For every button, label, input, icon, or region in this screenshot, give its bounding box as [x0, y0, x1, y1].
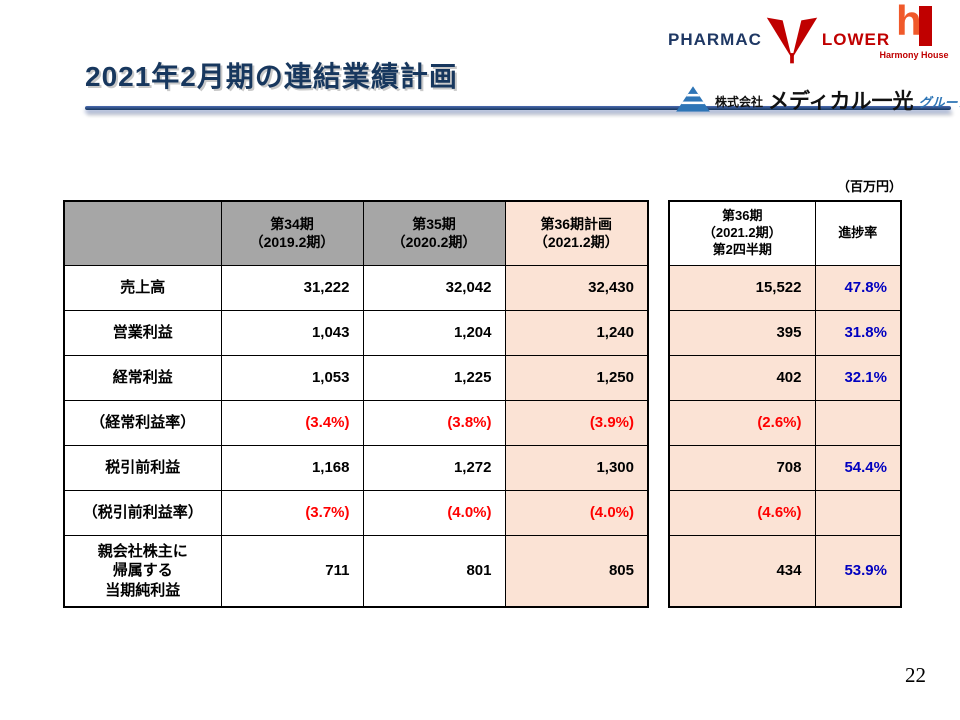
cell-q2-value: (4.6%): [668, 489, 816, 536]
page-number: 22: [905, 663, 926, 687]
cell-progress: 32.1%: [814, 354, 902, 401]
cell-progress: 53.9%: [814, 534, 902, 608]
pharmac-text: PHARMAC: [668, 30, 762, 49]
table-row-pretax-income-ratio: (4.6%): [668, 489, 902, 536]
cell-fy36-plan: (4.0%): [504, 489, 649, 536]
table-row-pretax-income-ratio: （税引前利益率） (3.7%) (4.0%) (4.0%): [63, 489, 649, 536]
col-header-fy36-q2: 第36期 （2021.2期） 第2四半期: [668, 200, 816, 266]
col-header-fy35: 第35期 （2020.2期）: [362, 200, 506, 266]
flower-text: LOWER: [821, 30, 891, 49]
table-row-ordinary-income: 402 32.1%: [668, 354, 902, 401]
medical-ikkou-logo: 株式会社 メディカル一光 グループ: [676, 86, 960, 112]
table-row-ordinary-income: 経常利益 1,053 1,225 1,250: [63, 354, 649, 401]
triangle-icon: [676, 86, 710, 112]
row-label: 営業利益: [63, 309, 222, 356]
cell-q2-value: 708: [668, 444, 816, 491]
cell-fy34: 1,168: [220, 444, 364, 491]
table-row-pretax-income: 税引前利益 1,168 1,272 1,300: [63, 444, 649, 491]
cell-progress: [814, 489, 902, 536]
cell-q2-value: (2.6%): [668, 399, 816, 446]
harmony-house-label: Harmony House: [879, 50, 949, 60]
harmony-house-logo: h Harmony House: [878, 0, 950, 60]
cell-fy35: 1,204: [362, 309, 506, 356]
table-row-ordinary-income-ratio: (2.6%): [668, 399, 902, 446]
cell-fy35: (3.8%): [362, 399, 506, 446]
cell-fy36-plan: 1,250: [504, 354, 649, 401]
company-suffix: グループ: [918, 95, 960, 110]
cell-fy35: 32,042: [362, 264, 506, 311]
company-prefix: 株式会社: [715, 95, 764, 109]
cell-fy34: (3.7%): [220, 489, 364, 536]
cell-progress: [814, 399, 902, 446]
flower-v-icon: [766, 17, 818, 64]
cell-fy35: 1,225: [362, 354, 506, 401]
corner-cell: [63, 200, 222, 266]
cell-fy34: 1,043: [220, 309, 364, 356]
table-row-sales: 15,522 47.8%: [668, 264, 902, 311]
header-row: 第36期 （2021.2期） 第2四半期 進捗率: [668, 200, 902, 266]
row-label: 売上高: [63, 264, 222, 311]
cell-progress: 54.4%: [814, 444, 902, 491]
cell-q2-value: 15,522: [668, 264, 816, 311]
cell-fy34: 711: [220, 534, 364, 608]
cell-fy35: (4.0%): [362, 489, 506, 536]
cell-fy36-plan: (3.9%): [504, 399, 649, 446]
quarter-progress-table: 第36期 （2021.2期） 第2四半期 進捗率 15,522 47.8% 39…: [668, 200, 902, 608]
table-row-net-income: 親会社株主に 帰属する 当期純利益 711 801 805: [63, 534, 649, 608]
cell-progress: 47.8%: [814, 264, 902, 311]
cell-q2-value: 434: [668, 534, 816, 608]
row-label: （税引前利益率）: [63, 489, 222, 536]
col-header-fy34: 第34期 （2019.2期）: [220, 200, 364, 266]
harmony-bar-shape: [919, 6, 932, 46]
col-header-progress: 進捗率: [814, 200, 902, 266]
cell-fy36-plan: 1,300: [504, 444, 649, 491]
table-row-net-income: 434 53.9%: [668, 534, 902, 608]
harmony-h-icon: h: [892, 0, 936, 46]
cell-q2-value: 402: [668, 354, 816, 401]
col-header-fy36-plan: 第36期計画 （2021.2期）: [504, 200, 649, 266]
cell-fy36-plan: 805: [504, 534, 649, 608]
row-label: 親会社株主に 帰属する 当期純利益: [63, 534, 222, 608]
unit-note: （百万円）: [836, 179, 902, 194]
cell-fy34: 31,222: [220, 264, 364, 311]
header-row: 第34期 （2019.2期） 第35期 （2020.2期） 第36期計画 （20…: [63, 200, 649, 266]
cell-fy36-plan: 1,240: [504, 309, 649, 356]
table-row-ordinary-income-ratio: （経常利益率） (3.4%) (3.8%) (3.9%): [63, 399, 649, 446]
table-row-operating-income: 395 31.8%: [668, 309, 902, 356]
row-label: 税引前利益: [63, 444, 222, 491]
title-divider: [85, 106, 951, 110]
table-row-sales: 売上高 31,222 32,042 32,430: [63, 264, 649, 311]
pharmac-flower-logo: PHARMAC LOWER: [668, 14, 890, 66]
page-title: 2021年2月期の連結業績計画: [85, 61, 458, 92]
results-table: 第34期 （2019.2期） 第35期 （2020.2期） 第36期計画 （20…: [63, 200, 649, 608]
company-name: メディカル一光: [768, 90, 914, 113]
row-label: 経常利益: [63, 354, 222, 401]
table-row-pretax-income: 708 54.4%: [668, 444, 902, 491]
cell-fy34: 1,053: [220, 354, 364, 401]
row-label: （経常利益率）: [63, 399, 222, 446]
cell-fy35: 1,272: [362, 444, 506, 491]
harmony-h-letter: h: [896, 0, 922, 44]
cell-q2-value: 395: [668, 309, 816, 356]
table-row-operating-income: 営業利益 1,043 1,204 1,240: [63, 309, 649, 356]
cell-progress: 31.8%: [814, 309, 902, 356]
cell-fy34: (3.4%): [220, 399, 364, 446]
cell-fy35: 801: [362, 534, 506, 608]
cell-fy36-plan: 32,430: [504, 264, 649, 311]
